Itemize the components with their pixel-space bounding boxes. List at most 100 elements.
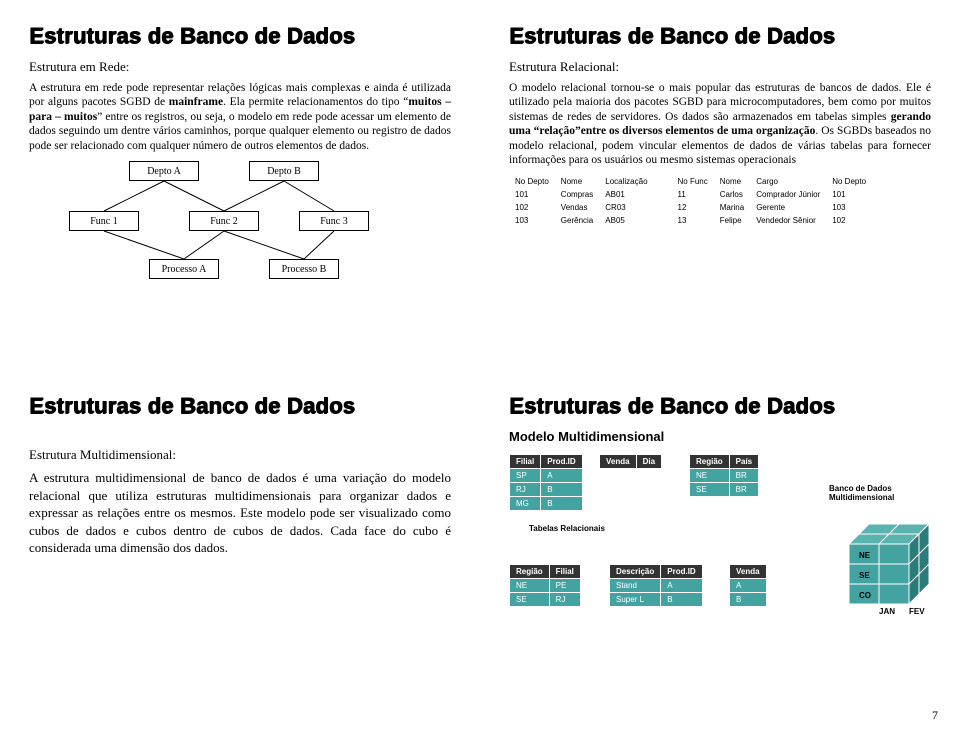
td: RJ xyxy=(510,483,541,497)
cube-title: Banco de Dados Multidimensional xyxy=(829,484,939,502)
td: Felipe xyxy=(714,214,750,227)
th: Venda xyxy=(730,565,767,579)
node-func-3: Func 3 xyxy=(299,211,369,231)
th: Filial xyxy=(510,455,541,469)
slide-rede: Estruturas de Banco de Dados Estrutura e… xyxy=(10,8,470,348)
node-func-1: Func 1 xyxy=(69,211,139,231)
td: Gerente xyxy=(750,201,826,214)
slide-modelo-multidim: Estruturas de Banco de Dados Modelo Mult… xyxy=(490,378,950,718)
th: Venda xyxy=(600,455,637,469)
th: No Depto xyxy=(509,175,555,188)
th: No Depto xyxy=(826,175,872,188)
td: Gerência xyxy=(555,214,599,227)
cube-diagram: NE SE CO JAN FEV xyxy=(829,514,949,634)
mdm-area: FilialProd.ID SPA RJB MGB VendaDia Regiã… xyxy=(509,454,939,684)
table-regiao-pais: RegiãoPaís NEBR SEBR xyxy=(689,454,759,497)
td: AB05 xyxy=(599,214,653,227)
th: Prod.ID xyxy=(661,565,702,579)
relational-tables: No Depto Nome Localização 101ComprasAB01… xyxy=(509,175,931,227)
td: Compras xyxy=(555,188,599,201)
td: SP xyxy=(510,469,541,483)
td: Carlos xyxy=(714,188,750,201)
slide-relacional: Estruturas de Banco de Dados Estrutura R… xyxy=(490,8,950,348)
svg-text:NE: NE xyxy=(859,551,871,560)
paragraph-relacional: O modelo relacional tornou-se o mais pop… xyxy=(509,81,931,167)
tables-caption: Tabelas Relacionais xyxy=(529,524,605,533)
slide-title: Estruturas de Banco de Dados xyxy=(29,23,451,49)
td: RJ xyxy=(549,593,580,607)
th: Nome xyxy=(714,175,750,188)
th: Cargo xyxy=(750,175,826,188)
slide-title: Estruturas de Banco de Dados xyxy=(509,23,931,49)
rede-txt2: . Ela permite relacionamentos do tipo “ xyxy=(223,96,408,108)
paragraph-multidim: A estrutura multidimensional de banco de… xyxy=(29,469,451,557)
table-depto: No Depto Nome Localização 101ComprasAB01… xyxy=(509,175,654,227)
td: 103 xyxy=(826,201,872,214)
table-venda-dia: VendaDia xyxy=(599,454,662,469)
th: No Func xyxy=(672,175,714,188)
th: Região xyxy=(510,565,550,579)
slide-title: Estruturas de Banco de Dados xyxy=(29,393,451,419)
svg-text:JAN: JAN xyxy=(879,607,895,616)
td: Marina xyxy=(714,201,750,214)
td: SE xyxy=(510,593,550,607)
td: B xyxy=(661,593,702,607)
slide-title: Estruturas de Banco de Dados xyxy=(509,393,931,419)
td: A xyxy=(541,469,582,483)
td: A xyxy=(730,579,767,593)
svg-text:FEV: FEV xyxy=(909,607,925,616)
table-filial-prod: FilialProd.ID SPA RJB MGB xyxy=(509,454,583,511)
td: MG xyxy=(510,497,541,511)
th: Prod.ID xyxy=(541,455,582,469)
td: B xyxy=(541,483,582,497)
table-desc-prod: DescriçãoProd.ID StandA Super LB xyxy=(609,564,703,607)
rede-bold1: mainframe xyxy=(169,96,223,108)
mdm-subtitle: Modelo Multidimensional xyxy=(509,429,931,444)
th: Descrição xyxy=(610,565,661,579)
svg-text:SE: SE xyxy=(859,571,870,580)
svg-text:CO: CO xyxy=(859,591,871,600)
td: Vendas xyxy=(555,201,599,214)
rel-txt1: O modelo relacional tornou-se o mais pop… xyxy=(509,82,931,123)
td: BR xyxy=(729,483,758,497)
td: B xyxy=(730,593,767,607)
node-func-2: Func 2 xyxy=(189,211,259,231)
node-depto-b: Depto B xyxy=(249,161,319,181)
td: A xyxy=(661,579,702,593)
th: Filial xyxy=(549,565,580,579)
th: Dia xyxy=(636,455,661,469)
th: Localização xyxy=(599,175,653,188)
subtitle-relacional: Estrutura Relacional: xyxy=(509,59,931,75)
slide-multidim-text: Estruturas de Banco de Dados Estrutura M… xyxy=(10,378,470,718)
td: 12 xyxy=(672,201,714,214)
td: NE xyxy=(690,469,730,483)
table-func: No Func Nome Cargo No Depto 11CarlosComp… xyxy=(672,175,873,227)
td: Comprador Júnior xyxy=(750,188,826,201)
td: AB01 xyxy=(599,188,653,201)
td: B xyxy=(541,497,582,511)
table-regiao-filial: RegiãoFilial NEPE SERJ xyxy=(509,564,581,607)
subtitle-multidim: Estrutura Multidimensional: xyxy=(29,447,451,463)
td: 102 xyxy=(509,201,555,214)
node-proc-b: Processo B xyxy=(269,259,339,279)
table-venda: Venda A B xyxy=(729,564,767,607)
page-number: 7 xyxy=(932,708,938,723)
td: 13 xyxy=(672,214,714,227)
td: BR xyxy=(729,469,758,483)
th: Região xyxy=(690,455,730,469)
td: 103 xyxy=(509,214,555,227)
th: Nome xyxy=(555,175,599,188)
network-diagram: Depto A Depto B Func 1 Func 2 Func 3 Pro… xyxy=(29,161,449,281)
td: 101 xyxy=(509,188,555,201)
td: SE xyxy=(690,483,730,497)
node-depto-a: Depto A xyxy=(129,161,199,181)
td: 11 xyxy=(672,188,714,201)
td: CR03 xyxy=(599,201,653,214)
td: 101 xyxy=(826,188,872,201)
th: País xyxy=(729,455,758,469)
td: Stand xyxy=(610,579,661,593)
td: NE xyxy=(510,579,550,593)
node-proc-a: Processo A xyxy=(149,259,219,279)
td: Vendedor Sênior xyxy=(750,214,826,227)
td: PE xyxy=(549,579,580,593)
